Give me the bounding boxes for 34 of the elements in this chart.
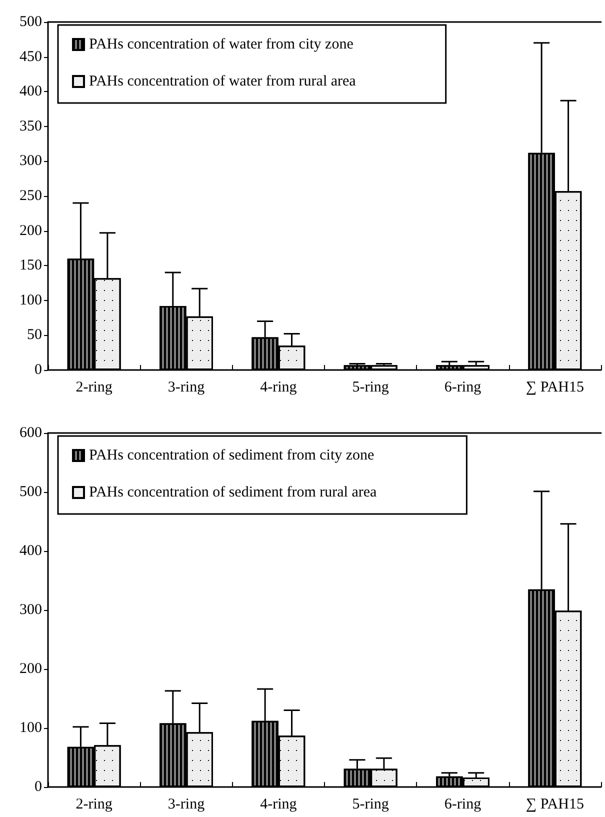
x-tick-label: 4-ring xyxy=(260,380,298,396)
x-tick-label: 2-ring xyxy=(76,380,113,396)
legend-label: PAHs concentration of water from rural area xyxy=(89,74,356,90)
y-tick-label: 450 xyxy=(20,48,42,65)
y-tick-label: 0 xyxy=(34,779,42,795)
y-tick-label: 50 xyxy=(27,327,42,344)
y-tick-label: 600 xyxy=(20,425,42,441)
legend-label: PAHs concentration of water from city zone xyxy=(89,36,354,52)
y-tick-label: 0 xyxy=(34,362,42,378)
y-tick-label: 200 xyxy=(20,661,42,677)
x-tick-label: 2-ring xyxy=(76,796,113,812)
legend-label: PAHs concentration of sediment from rural area xyxy=(89,484,378,500)
x-tick-label: 5-ring xyxy=(352,796,390,812)
y-tick-label: 100 xyxy=(20,720,42,736)
x-tick-label: 4-ring xyxy=(260,796,298,812)
y-tick-label: 350 xyxy=(20,118,42,134)
y-tick-label: 500 xyxy=(20,14,42,30)
y-tick-label: 400 xyxy=(20,84,42,100)
x-tick-label: 6-ring xyxy=(444,796,482,812)
y-tick-label: 250 xyxy=(20,188,42,204)
y-tick-label: 100 xyxy=(20,292,42,308)
y-tick-label: 150 xyxy=(20,258,42,274)
x-tick-label: 3-ring xyxy=(168,796,206,812)
legend-label: PAHs concentration of sediment from city zone xyxy=(89,448,375,464)
x-tick-label: 6-ring xyxy=(444,380,482,396)
y-tick-label: 300 xyxy=(20,602,42,618)
y-tick-label: 300 xyxy=(20,153,42,170)
x-tick-label: ∑ PAH15 xyxy=(526,380,584,396)
x-tick-label: ∑ PAH15 xyxy=(526,796,584,812)
x-tick-label: 5-ring xyxy=(352,380,390,396)
y-tick-label: 200 xyxy=(20,222,42,239)
y-tick-label: 500 xyxy=(20,484,42,500)
x-tick-label: 3-ring xyxy=(168,380,206,396)
y-tick-label: 400 xyxy=(20,543,42,559)
